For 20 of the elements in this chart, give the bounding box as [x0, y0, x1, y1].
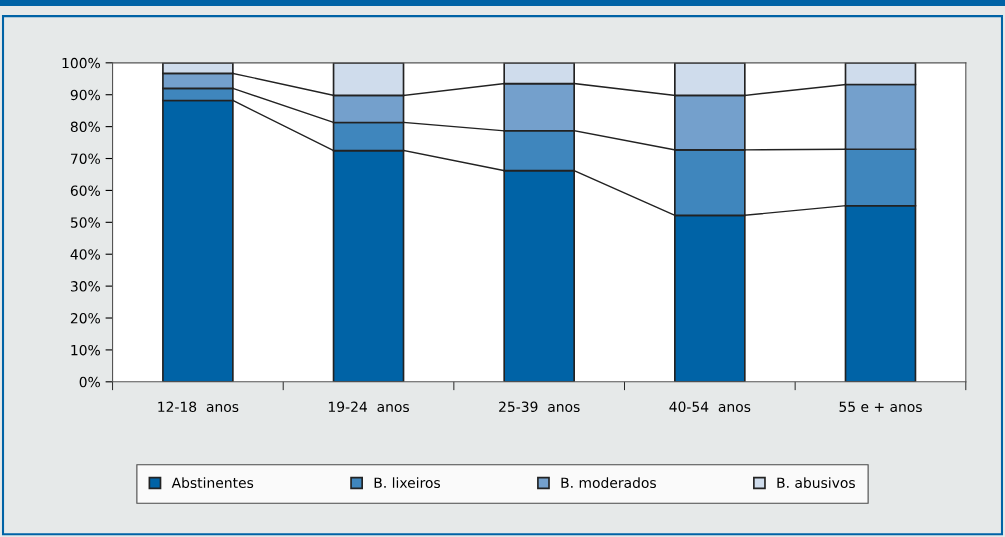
x-tick-label: 40-54 anos [669, 401, 751, 412]
legend-label: Abstinentes [171, 477, 254, 489]
y-tick-label: 90% [70, 89, 100, 101]
y-tick-label: 80% [70, 121, 100, 133]
y-tick-label: 70% [71, 153, 100, 164]
y-tick-label: 30% [70, 281, 100, 292]
y-tick-label: 20% [70, 312, 100, 324]
y-tick-label: 60% [70, 185, 100, 196]
x-tick-label: 55 e + anos [839, 401, 922, 412]
y-tick-label: 10% [71, 344, 100, 356]
x-tick-label: 25-39 anos [499, 401, 580, 412]
x-tick-label: 19-24 anos [328, 401, 409, 412]
y-tick-label: 0% [79, 376, 100, 388]
y-tick-label: 40% [70, 249, 100, 260]
legend-label: B. abusivos [777, 477, 855, 489]
x-tick-label: 12-18 anos [158, 401, 239, 412]
legend-label: B. moderados [561, 477, 656, 489]
y-tick-label: 100% [62, 57, 100, 69]
legend-label: B. lixeiros [374, 477, 440, 489]
y-tick-label: 50% [70, 217, 100, 228]
